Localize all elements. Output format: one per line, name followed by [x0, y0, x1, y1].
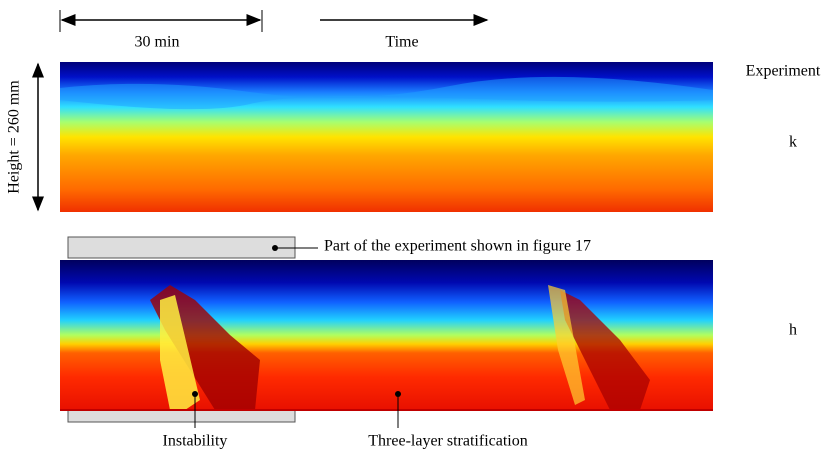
annotation: Three-layer stratification [368, 433, 527, 450]
time-label: Time [385, 34, 418, 51]
panel-h-texture [548, 285, 585, 405]
annotation: Instability [163, 433, 228, 450]
panel-label: Experiment [746, 63, 821, 80]
panel-h-texture [160, 295, 200, 410]
panel-label: k [789, 134, 797, 151]
part-box [67, 236, 296, 259]
panel-label: h [789, 322, 797, 339]
scale-label: 30 min [135, 34, 180, 51]
annotation: Part of the experiment shown in figure 1… [324, 238, 591, 255]
panel-k-texture [60, 76, 713, 110]
panel-h-texture [560, 290, 650, 410]
height-label: Height = 260 mm [6, 80, 23, 194]
